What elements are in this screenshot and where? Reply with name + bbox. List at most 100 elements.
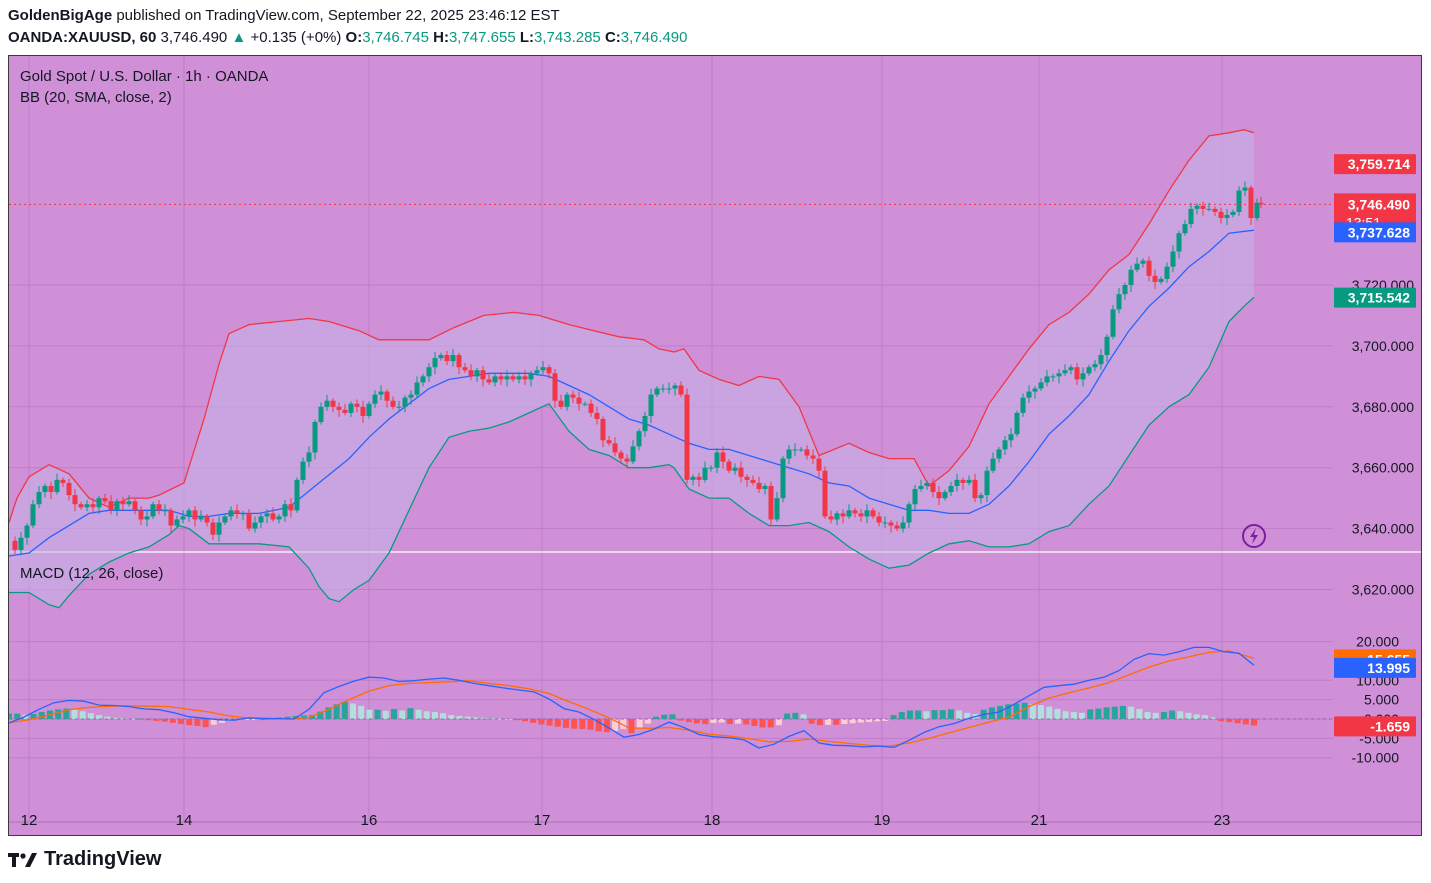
macd-hist-bar (333, 704, 340, 719)
candle-body (840, 513, 846, 517)
candle-body (1038, 382, 1044, 389)
macd-hist-bar (1062, 711, 1069, 719)
macd-hist-bar (1160, 712, 1167, 719)
candle-body (210, 522, 216, 535)
author-name[interactable]: GoldenBigAge (8, 7, 113, 24)
macd-line (9, 646, 1255, 749)
candle-body (300, 461, 306, 480)
macd-hist-bar (562, 719, 569, 728)
macd-hist-bar (440, 713, 447, 719)
candle-body (594, 412, 600, 419)
macd-hist-bar (30, 713, 37, 719)
candle-body (480, 370, 486, 380)
macd-hist-bar (1242, 719, 1249, 725)
macd-hist-bar (718, 719, 725, 723)
candle-body (906, 504, 912, 523)
candle-body (1176, 233, 1182, 252)
candle-body (1026, 391, 1032, 398)
macd-hist-bar (1193, 714, 1200, 719)
candle-body (948, 485, 954, 493)
candle-body (870, 510, 876, 517)
macd-hist-bar (816, 719, 823, 726)
chart-frame[interactable]: 3,720.000 3,700.000 3,680.000 3,660.000 3,64… (8, 55, 1422, 836)
candle-body (780, 458, 786, 499)
candle-body (1080, 373, 1086, 380)
candle-body (384, 391, 390, 401)
candle-body (216, 522, 222, 535)
tradingview-brand: TradingView (44, 848, 162, 870)
candle-body (1062, 370, 1068, 374)
bb-legend: BB (20, SMA, close, 2) (20, 89, 172, 106)
macd-hist-bar (702, 719, 709, 725)
macd-hist-bar (178, 719, 185, 725)
candle-body (666, 388, 672, 390)
candle-body (684, 394, 690, 480)
bb-band-fill (9, 129, 1254, 608)
candle-body (96, 498, 102, 508)
macd-hist-bar (554, 719, 561, 727)
candle-body (876, 516, 882, 523)
macd-hist-bar (1169, 710, 1176, 719)
candle-body (30, 504, 36, 526)
candle-body (624, 458, 630, 462)
macd-hist-bar (587, 719, 594, 730)
candle-body (36, 492, 42, 505)
macd-hist-bar (1087, 709, 1094, 719)
macd-legend: MACD (12, 26, close) (20, 565, 164, 582)
candle-body (972, 479, 978, 499)
candle-body (420, 376, 426, 383)
tradingview-logo[interactable]: TradingView (8, 848, 161, 871)
lightning-bolt-icon (1250, 528, 1258, 544)
macd-hist-bar (767, 719, 774, 728)
candle-body (954, 479, 960, 486)
macd-hist-bar (382, 710, 389, 719)
macd-hist-bar (653, 716, 660, 719)
macd-hist-bar (726, 719, 733, 725)
candle-body (900, 522, 906, 529)
macd-hist-bar (1234, 719, 1241, 724)
macd-hist-bar (317, 711, 324, 719)
bb-upper-line (9, 129, 1255, 523)
candle-body (894, 525, 900, 529)
price-tick-label: 3,660.000 (1352, 460, 1414, 476)
macd-hist-bar (284, 716, 291, 719)
macd-hist-bar (890, 715, 897, 719)
macd-hist-bar (153, 719, 160, 721)
symbol-label: OANDA:XAUUSD, 60 (8, 29, 157, 46)
macd-hist-bar (800, 714, 807, 719)
macd-hist-bar (38, 712, 45, 719)
macd-hist-bar (325, 707, 332, 719)
candle-body (984, 470, 990, 496)
candle-body (450, 355, 456, 362)
macd-hist-bar (857, 719, 864, 723)
candle-body (750, 479, 756, 483)
macd-hist-bar (1111, 706, 1118, 719)
candle-body (1254, 202, 1260, 219)
macd-hist-bar (71, 709, 78, 719)
chart-canvas[interactable]: 3,720.0003,700.0003,680.0003,660.0003,64… (9, 56, 1421, 835)
candle-body (126, 501, 132, 505)
candle-body (846, 510, 852, 517)
macd-hist-bar (202, 719, 209, 728)
candle-body (1044, 376, 1050, 383)
candle-body (468, 370, 474, 377)
candle-body (78, 504, 84, 508)
candle-body (756, 482, 762, 490)
macd-hist-bar (1021, 702, 1028, 719)
candle-body (204, 516, 210, 523)
candle-body (558, 400, 564, 407)
macd-hist-bar (522, 719, 529, 722)
lightning-icon[interactable] (1242, 524, 1266, 548)
candle-body (660, 388, 666, 390)
candle-body (540, 367, 546, 371)
candle-body (156, 504, 162, 511)
candle-body (708, 467, 714, 469)
macd-hist-bar (931, 710, 938, 719)
change-value: +0.135 (+0%) (250, 29, 342, 46)
candle-body (228, 510, 234, 517)
candle-body (150, 504, 156, 517)
macd-hist-bar (464, 716, 471, 719)
candle-body (1158, 278, 1164, 282)
candle-body (612, 443, 618, 453)
macd-hist-bar (366, 709, 373, 719)
